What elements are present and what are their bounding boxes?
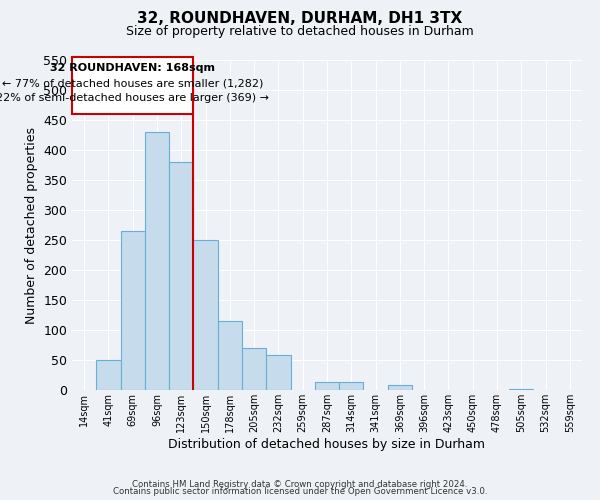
Bar bbox=[266, 355, 290, 390]
Text: ← 77% of detached houses are smaller (1,282): ← 77% of detached houses are smaller (1,… bbox=[2, 79, 263, 89]
Bar bbox=[218, 321, 242, 390]
Bar bbox=[145, 132, 169, 390]
Bar bbox=[242, 348, 266, 390]
Bar bbox=[315, 382, 339, 390]
X-axis label: Distribution of detached houses by size in Durham: Distribution of detached houses by size … bbox=[169, 438, 485, 450]
Bar bbox=[96, 360, 121, 390]
Bar bbox=[388, 385, 412, 390]
Text: 32 ROUNDHAVEN: 168sqm: 32 ROUNDHAVEN: 168sqm bbox=[50, 63, 215, 73]
Text: Contains HM Land Registry data © Crown copyright and database right 2024.: Contains HM Land Registry data © Crown c… bbox=[132, 480, 468, 489]
Y-axis label: Number of detached properties: Number of detached properties bbox=[25, 126, 38, 324]
Bar bbox=[169, 162, 193, 390]
Bar bbox=[121, 231, 145, 390]
Bar bbox=[339, 382, 364, 390]
Bar bbox=[193, 240, 218, 390]
Text: 32, ROUNDHAVEN, DURHAM, DH1 3TX: 32, ROUNDHAVEN, DURHAM, DH1 3TX bbox=[137, 11, 463, 26]
FancyBboxPatch shape bbox=[72, 57, 193, 114]
Text: Size of property relative to detached houses in Durham: Size of property relative to detached ho… bbox=[126, 25, 474, 38]
Text: Contains public sector information licensed under the Open Government Licence v3: Contains public sector information licen… bbox=[113, 487, 487, 496]
Text: 22% of semi-detached houses are larger (369) →: 22% of semi-detached houses are larger (… bbox=[0, 94, 269, 104]
Bar bbox=[509, 389, 533, 390]
